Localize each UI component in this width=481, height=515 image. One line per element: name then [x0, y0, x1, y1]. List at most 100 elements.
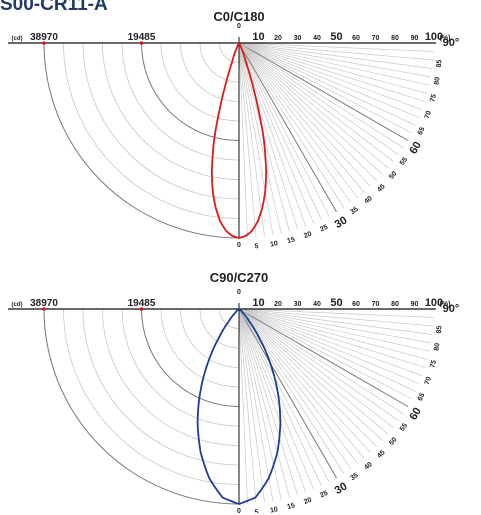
angle-zero-label: 0 [237, 289, 241, 296]
grid-radial [239, 309, 290, 497]
grid-radial [239, 309, 422, 376]
percent-tick-label: 30 [294, 301, 302, 308]
angle-tick-label: 60 [407, 140, 424, 157]
grid-arc [103, 309, 240, 446]
grid-radial [239, 43, 425, 102]
grid-radial [239, 43, 433, 60]
angle-tick-label: 45 [376, 183, 387, 194]
grid-radial [239, 309, 383, 441]
grid-radial [239, 43, 427, 94]
angle-tick-label: 30 [333, 480, 350, 497]
angle-tick-label: 30 [333, 214, 350, 231]
angle-90-label: 90° [443, 303, 460, 315]
percent-tick-label: 70 [372, 35, 380, 42]
angle-tick-label: 40 [363, 461, 374, 471]
percent-tick-label: 90 [411, 35, 419, 42]
percent-tick-label: 30 [294, 35, 302, 42]
percent-tick-label: 80 [391, 301, 399, 308]
grid-radial [239, 309, 371, 453]
percent-tick-label: 60 [352, 35, 360, 42]
angle-tick-label: 45 [376, 449, 387, 460]
percent-tick-label: 40 [313, 35, 321, 42]
angle-tick-label: 35 [349, 206, 359, 216]
grid-radial [239, 43, 383, 175]
intensity-unit-label: (cd) [12, 302, 23, 308]
angle-tick-label: 5 [254, 243, 259, 250]
grid-arc [83, 309, 239, 465]
grid-arc [161, 43, 239, 121]
grid-radial [239, 309, 298, 495]
angle-tick-label: 55 [399, 156, 409, 166]
percent-tick-label: 70 [372, 301, 380, 308]
percent-tick-label: 90 [411, 301, 419, 308]
percent-tick-label: 20 [274, 35, 282, 42]
angle-tick-label: 15 [286, 236, 295, 245]
percent-tick-label: 40 [313, 301, 321, 308]
angle-tick-label: 80 [433, 342, 441, 351]
grid-radial [239, 309, 248, 504]
percent-tick-label: 50 [330, 297, 342, 309]
polar-chart-c0-c180: C0/C180 38970 19485(cd) 10 20 30 40 50 60 70 80 90… [0, 0, 481, 250]
intensity-tick-label: 19485 [128, 32, 156, 43]
grid-radial [239, 43, 248, 238]
grid-arc [64, 309, 240, 485]
grid-radial [239, 309, 425, 368]
grid-radial [239, 309, 256, 503]
angle-tick-label: 10 [270, 506, 279, 513]
angle-tick-label: 0 [237, 508, 241, 513]
angle-tick-label: 10 [270, 240, 279, 248]
grid-arc [220, 43, 240, 63]
percent-tick-label: 60 [352, 301, 360, 308]
angle-tick-label: 5 [254, 509, 259, 513]
percent-tick-label: 10 [252, 31, 264, 43]
intensity-tick-label: 38970 [30, 32, 58, 43]
grid-arc [161, 309, 239, 387]
angle-tick-label: 40 [363, 195, 374, 205]
angle-tick-label: 20 [303, 231, 313, 240]
grid-radial [239, 309, 433, 326]
angle-tick-label: 60 [407, 406, 424, 423]
angle-tick-label: 65 [417, 392, 427, 402]
angle-tick-label: 70 [424, 376, 433, 386]
angle-tick-label: 25 [319, 224, 329, 234]
angle-tick-label: 55 [399, 422, 409, 432]
intensity-tick-label: 38970 [30, 298, 58, 309]
percent-tick-label: 10 [252, 297, 264, 309]
grid-radial [239, 43, 256, 237]
angle-tick-label: 20 [303, 497, 313, 506]
intensity-unit-label: (cd) [12, 36, 23, 42]
angle-tick-label: 85 [436, 59, 444, 67]
grid-arc [181, 43, 240, 102]
grid-arc [200, 43, 239, 82]
angle-tick-label: 50 [388, 436, 398, 447]
angle-tick-label: 0 [237, 242, 241, 249]
grid-radial [239, 309, 434, 318]
chart-title: C90/C270 [210, 270, 269, 285]
grid-radial [239, 309, 427, 360]
angle-zero-label: 0 [237, 23, 241, 30]
percent-tick-label: 80 [391, 35, 399, 42]
chart-title: C0/C180 [213, 9, 264, 24]
percent-tick-label: 50 [330, 31, 342, 43]
percent-tick-label: 20 [274, 301, 282, 308]
angle-tick-label: 15 [286, 502, 295, 511]
grid-arc [122, 309, 239, 426]
angle-tick-label: 85 [436, 325, 444, 333]
angle-tick-label: 65 [417, 126, 427, 136]
angle-tick-label: 35 [349, 472, 359, 482]
intensity-tick-label: 19485 [128, 298, 156, 309]
grid-radial [239, 43, 422, 110]
grid-arc [44, 309, 239, 504]
angle-tick-label: 75 [429, 359, 438, 368]
angle-tick-label: 50 [388, 170, 398, 181]
grid-radial [239, 309, 306, 492]
angle-tick-label: 75 [429, 93, 438, 102]
angle-90-label: 90° [443, 37, 460, 49]
angle-tick-label: 70 [424, 110, 433, 120]
grid-arc [44, 43, 239, 238]
angle-tick-label: 80 [433, 76, 441, 85]
grid-arc [83, 43, 239, 199]
polar-chart-c90-c270: C90/C270 38970 19485(cd) 10 20 30 40 50 60 70 80 9… [0, 263, 481, 513]
angle-tick-label: 25 [319, 490, 329, 500]
grid-radial [239, 43, 434, 52]
